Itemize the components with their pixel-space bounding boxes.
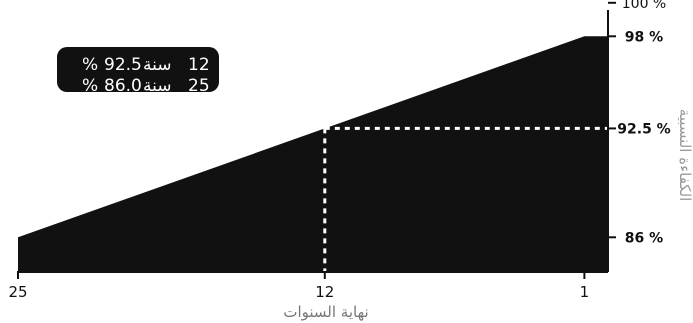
summary-unit: سنة <box>143 55 172 75</box>
x-tick-label: 12 <box>315 283 334 301</box>
x-tick-label: 25 <box>8 283 27 301</box>
summary-row-12: % 92.5 سنة 12 <box>57 55 219 76</box>
x-tick-label: 1 <box>580 283 590 301</box>
summary-box: % 92.5 سنة 12 % 86.0 سنة 25 <box>57 47 219 96</box>
efficiency-area <box>18 36 608 271</box>
summary-value: 92.5 <box>104 55 142 75</box>
y-tick-label: 92.5 % <box>617 121 670 137</box>
summary-unit: سنة <box>143 76 172 96</box>
summary-row-25: % 86.0 سنة 25 <box>57 76 219 97</box>
summary-percent-sign: % <box>82 76 99 96</box>
y-tick-label: 100 % <box>622 0 666 12</box>
y-tick-label: 98 % <box>625 29 663 45</box>
summary-value: 86.0 <box>104 76 142 96</box>
y-axis-label: الكفاءة النسبية <box>676 109 693 202</box>
summary-year: 12 <box>188 55 210 75</box>
x-axis-label: نهاية السنوات <box>283 303 368 321</box>
summary-year: 25 <box>188 76 210 96</box>
y-tick-label: 86 % <box>625 230 663 246</box>
summary-percent-sign: % <box>82 55 99 75</box>
